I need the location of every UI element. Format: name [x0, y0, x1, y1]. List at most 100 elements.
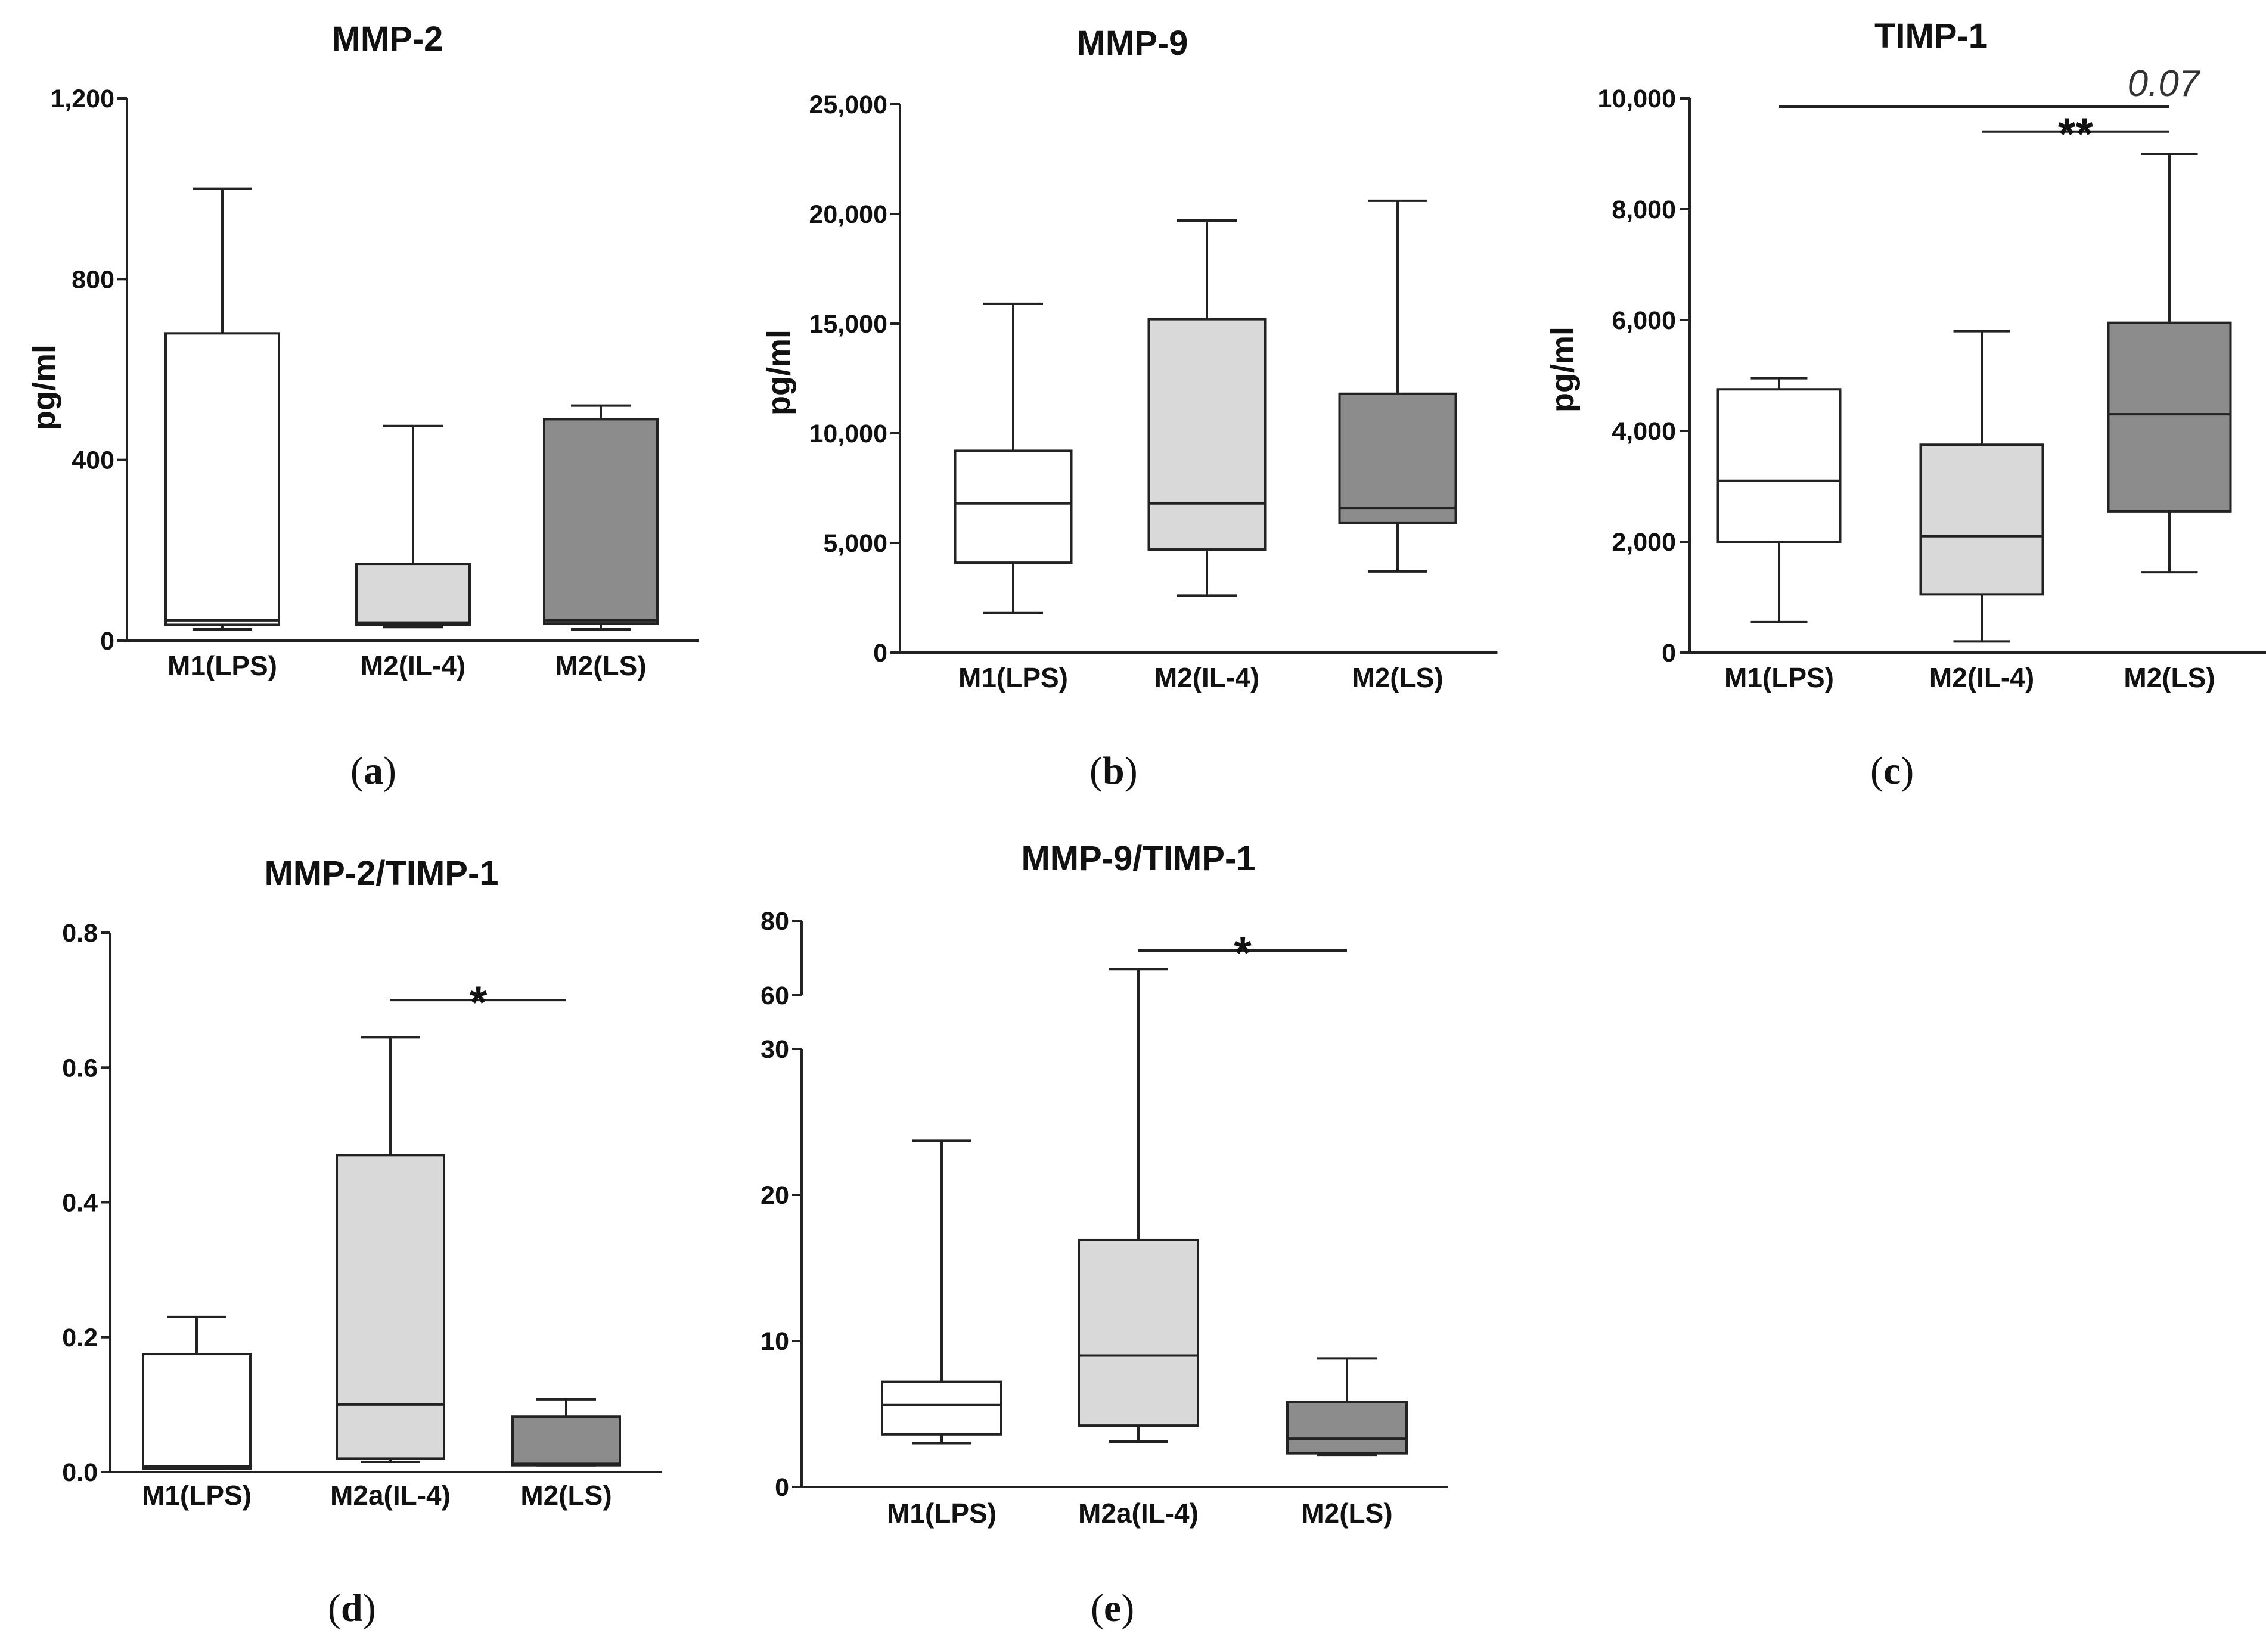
chart-d-box-3 — [511, 1398, 621, 1467]
chart-a-category-label: M2(IL-4) — [361, 650, 465, 681]
box — [355, 563, 471, 626]
chart-b-ytick-label: 0 — [873, 639, 887, 667]
box — [1716, 388, 1842, 543]
chart-a-ytick-label: 400 — [72, 446, 114, 475]
chart-c-box-1 — [1716, 377, 1842, 623]
panel-a-letter: a — [364, 749, 383, 793]
chart-b-ytick-label: 20,000 — [809, 200, 887, 229]
chart-a-ylabel: pg/ml — [26, 344, 62, 430]
chart-c-category-label: M2(IL-4) — [1929, 662, 2034, 693]
chart-b-ytick-label: 15,000 — [809, 310, 887, 339]
chart-e-box-3 — [1286, 1357, 1408, 1457]
chart-d-box-2 — [336, 1036, 445, 1464]
box — [1147, 318, 1267, 551]
chart-c-box-2 — [1919, 330, 2044, 643]
chart-d-significance-star: * — [470, 977, 488, 1028]
chart-c-ytick-label: 0 — [1662, 639, 1676, 667]
panel-a-label: (a) — [350, 749, 396, 793]
chart-c-p-value: 0.07 — [2128, 63, 2201, 104]
chart-e-title: MMP-9/TIMP-1 — [1021, 839, 1255, 878]
chart-c-category-label: M2(LS) — [2124, 662, 2215, 693]
chart-d-category-label: M2(LS) — [520, 1480, 611, 1511]
chart-e-box-1 — [881, 1139, 1002, 1445]
chart-e-category-label: M2a(IL-4) — [1078, 1498, 1199, 1529]
box — [881, 1380, 1002, 1436]
chart-a-box-2 — [355, 424, 471, 629]
chart-c-box-3 — [2107, 153, 2232, 574]
chart-d-box-1 — [142, 1315, 252, 1470]
chart-b-category-label: M2(LS) — [1352, 662, 1443, 693]
panel-e-label: (e) — [1091, 1586, 1134, 1630]
chart-a-plot: 0 400 800 1,200 M1(LPS) M2(IL-4) M2(LS) — [50, 85, 699, 681]
chart-e-significance-star: * — [1234, 928, 1252, 979]
chart-b-ytick-label: 25,000 — [809, 91, 887, 119]
chart-b-title: MMP-9 — [1077, 24, 1188, 63]
chart-d-title: MMP-2/TIMP-1 — [264, 854, 498, 893]
chart-d-plot: 0.0 0.2 0.4 0.6 0.8 M1(LPS) M2a(IL-4) M2(LS) * — [62, 919, 662, 1511]
chart-d-ytick-label: 0.6 — [62, 1054, 98, 1082]
box — [336, 1154, 445, 1460]
chart-b-box-2 — [1147, 219, 1267, 597]
box — [2107, 321, 2232, 513]
chart-e-plot: 0 10 20 30 60 80 M1(LPS) M2a(IL-4) M2(LS) * — [760, 907, 1448, 1529]
chart-c-ytick-label: 8,000 — [1612, 195, 1676, 224]
chart-b-ylabel: pg/ml — [761, 330, 797, 415]
chart-a-category-label: M2(LS) — [555, 650, 646, 681]
chart-c-ytick-label: 6,000 — [1612, 306, 1676, 335]
chart-e-ytick-label: 80 — [760, 907, 789, 936]
chart-b-ytick-label: 5,000 — [823, 529, 887, 558]
panel-c-letter: c — [1883, 749, 1901, 793]
box — [954, 449, 1073, 564]
chart-e-ytick-label: 10 — [760, 1327, 789, 1356]
chart-c-ytick-label: 10,000 — [1597, 85, 1676, 113]
chart-a-title: MMP-2 — [332, 20, 443, 58]
chart-a-ytick-label: 800 — [72, 265, 114, 294]
chart-c-ytick-label: 4,000 — [1612, 417, 1676, 446]
box — [1286, 1401, 1408, 1455]
chart-c-ylabel: pg/ml — [1545, 327, 1581, 412]
chart-b-plot: 0 5,000 10,000 15,000 20,000 25,000 M1(LPS) M2(… — [809, 91, 1498, 693]
panel-d-label: (d) — [328, 1586, 376, 1630]
chart-b-ytick-label: 10,000 — [809, 420, 887, 448]
box — [543, 418, 659, 625]
chart-d-ytick-label: 0.8 — [62, 919, 98, 948]
chart-a-box-1 — [164, 187, 280, 631]
chart-e-category-label: M1(LPS) — [887, 1498, 997, 1529]
chart-c-ytick-label: 2,000 — [1612, 528, 1676, 557]
chart-c-significance-star: ** — [2058, 109, 2094, 160]
box — [1919, 443, 2044, 596]
chart-d-ytick-label: 0.4 — [62, 1189, 98, 1218]
chart-e-ytick-label: 20 — [760, 1181, 789, 1210]
panel-b: MMP-9 pg/ml 0 5,000 10,000 15,000 20,000 25,0… — [761, 24, 1498, 793]
chart-e-ytick-label: 60 — [760, 982, 789, 1010]
chart-c-plot: 0 2,000 4,000 6,000 8,000 10,000 M1(LPS) M2(IL-… — [1597, 63, 2266, 693]
chart-a-ytick-label: 1,200 — [50, 85, 114, 113]
chart-b-category-label: M2(IL-4) — [1154, 662, 1259, 693]
chart-d-ytick-label: 0.2 — [62, 1324, 98, 1352]
chart-d-category-label: M2a(IL-4) — [330, 1480, 451, 1511]
chart-a-category-label: M1(LPS) — [167, 650, 277, 681]
chart-d-category-label: M1(LPS) — [142, 1480, 252, 1511]
chart-e-category-label: M2(LS) — [1301, 1498, 1392, 1529]
box — [1078, 1238, 1199, 1427]
box — [511, 1415, 621, 1467]
chart-e-ytick-label: 30 — [760, 1035, 789, 1064]
box — [164, 332, 280, 626]
chart-c-category-label: M1(LPS) — [1724, 662, 1834, 693]
panel-b-letter: b — [1103, 749, 1125, 793]
box — [142, 1353, 252, 1470]
panel-a: MMP-2 pg/ml 0 400 800 1,200 M1(LPS) M2(IL-4) M… — [26, 20, 699, 793]
chart-e-box-2 — [1078, 968, 1199, 1443]
panel-b-label: (b) — [1089, 749, 1138, 793]
chart-e-ytick-label: 0 — [775, 1473, 789, 1502]
chart-b-box-3 — [1338, 199, 1457, 573]
chart-b-category-label: M1(LPS) — [958, 662, 1068, 693]
chart-a-box-3 — [543, 404, 659, 631]
panel-c-label: (c) — [1870, 749, 1914, 793]
panel-d-letter: d — [341, 1586, 363, 1630]
chart-d-ytick-label: 0.0 — [62, 1458, 98, 1487]
box — [1338, 392, 1457, 524]
panel-c: TIMP-1 pg/ml 0 2,000 4,000 6,000 8,000 10,000… — [1545, 17, 2266, 793]
chart-b-box-1 — [954, 302, 1073, 614]
